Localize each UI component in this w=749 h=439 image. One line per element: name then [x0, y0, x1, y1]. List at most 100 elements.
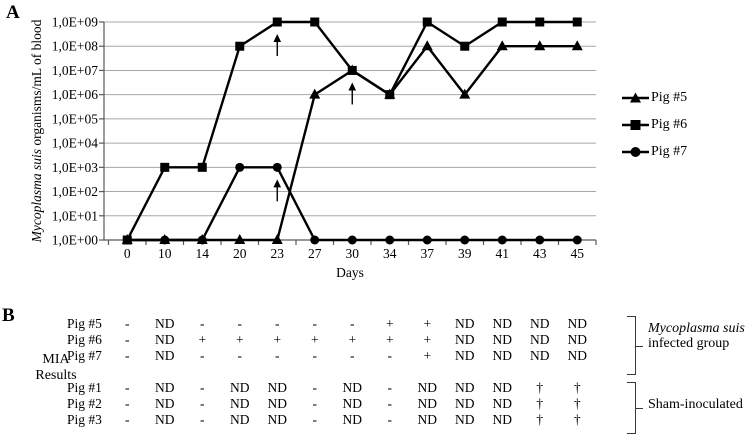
triangle-marker [234, 234, 246, 244]
square-marker [197, 162, 207, 172]
infected-group-label-line2: infected group [648, 336, 730, 351]
mia-cell: ND [455, 348, 475, 363]
infected-group-label-line1: Mycoplasma suis [648, 321, 745, 336]
legend-label: Pig #6 [651, 116, 688, 132]
pig-row-label: Pig #2 [67, 396, 102, 411]
y-tick-label: 1,0E+07 [52, 63, 98, 78]
circle-marker [385, 235, 395, 245]
mia-cell: - [237, 316, 243, 331]
panel-b-label: B [2, 305, 15, 326]
mia-cell: + [198, 332, 207, 347]
y-tick-label: 1,0E+05 [52, 111, 98, 126]
mia-table-row: Pig #3 - ND - ND ND - ND - ND ND ND † † [0, 412, 749, 428]
mia-cell: ND [155, 332, 175, 347]
mia-cell: ND [342, 412, 363, 427]
mia-cell: † [573, 396, 581, 411]
mia-cell: - [200, 380, 205, 395]
mia-cell: - [387, 380, 393, 395]
y-tick-label: 1,0E+09 [52, 15, 98, 30]
mia-cell: - [200, 348, 205, 363]
square-marker [497, 17, 507, 27]
mia-table-row: Pig #5 - ND - - - - - + + ND ND ND ND [0, 316, 749, 332]
mia-cell: ND [492, 348, 513, 363]
x-tick-label: 41 [496, 246, 510, 261]
square-marker [347, 65, 357, 75]
mia-cell: ND [530, 332, 550, 347]
mia-cell: ND [530, 348, 550, 363]
mia-cell: ND [267, 396, 288, 411]
mia-cell: - [200, 412, 205, 427]
mia-cell: - [125, 316, 130, 331]
y-tick-label: 1,0E+01 [52, 208, 98, 223]
mia-cell: ND [492, 316, 513, 331]
mia-header-line1: MIA [42, 352, 70, 367]
triangle-marker [309, 88, 321, 99]
y-tick-label: 1,0E+08 [52, 39, 98, 54]
mia-cell: ND [455, 380, 475, 395]
x-tick-label: 43 [533, 246, 547, 261]
mia-cell: † [536, 396, 544, 411]
mia-cell: ND [455, 316, 475, 331]
circle-marker [497, 235, 507, 245]
mia-cell: ND [230, 380, 250, 395]
mia-table-row: Pig #1 - ND - ND ND - ND - ND ND ND † † [0, 380, 749, 396]
series-line-pig7 [127, 166, 578, 242]
square-marker [272, 17, 282, 27]
triangle-marker [421, 40, 433, 51]
mia-cell: ND [567, 332, 588, 347]
triangle-marker [571, 40, 583, 51]
up-arrow-head-icon [273, 34, 282, 42]
legend-item-pig5: Pig #5 [622, 84, 687, 111]
mia-cell: - [125, 332, 130, 347]
mia-cell: - [312, 316, 318, 331]
x-tick-label: 34 [383, 246, 397, 261]
mia-cell: - [237, 348, 243, 363]
x-tick-label: 0 [124, 246, 131, 261]
mia-table-row: Pig #2 - ND - ND ND - ND - ND ND ND † † [0, 396, 749, 412]
x-tick-label: 10 [158, 246, 172, 261]
mia-cell: ND [230, 396, 250, 411]
mia-cell: - [350, 316, 355, 331]
mia-cell: + [310, 332, 319, 347]
mia-cell: - [125, 396, 130, 411]
y-tick-label: 1,0E+04 [52, 136, 98, 151]
circle-marker [310, 235, 320, 245]
mia-cell: ND [267, 412, 288, 427]
circle-marker [572, 235, 582, 245]
mia-cell: + [235, 332, 244, 347]
triangle-marker [271, 234, 283, 244]
mia-cell: ND [455, 412, 475, 427]
mia-cell: ND [455, 332, 475, 347]
legend-label: Pig #7 [651, 143, 688, 159]
mia-cell: ND [567, 348, 588, 363]
mia-cell: ND [492, 412, 513, 427]
square-marker [535, 17, 545, 27]
mia-cell: ND [342, 396, 363, 411]
x-tick-label: 23 [271, 246, 285, 261]
mia-cell: - [125, 380, 130, 395]
mia-cell: + [423, 332, 432, 347]
mia-cell: ND [155, 396, 175, 411]
mia-cell: † [573, 380, 581, 395]
mia-cell: - [387, 348, 393, 363]
bacteremia-line-chart: 1,0E+00 1,0E+01 1,0E+02 1,0E+03 1,0E+04 1,0E+… [29, 15, 597, 280]
x-tick-label: 30 [346, 246, 360, 261]
mia-cell: † [573, 412, 581, 427]
circle-marker-icon [622, 146, 649, 157]
x-tick-label: 37 [421, 246, 435, 261]
square-marker [235, 41, 245, 51]
up-arrow-head-icon [273, 179, 282, 188]
legend-item-pig7: Pig #7 [622, 138, 687, 165]
triangle-marker [459, 88, 471, 99]
mia-cell: - [200, 396, 205, 411]
square-marker [385, 90, 395, 100]
y-axis-title: Mycoplasma suis organisms/mL of blood [29, 19, 44, 243]
mia-cell: - [387, 412, 393, 427]
mia-cell: ND [155, 412, 175, 427]
series-line-pig6 [126, 20, 578, 241]
infected-group-brace [627, 316, 643, 375]
chart-legend: Pig #5 Pig #6 Pig #7 [622, 84, 687, 165]
pig-row-label: Pig #3 [67, 412, 102, 427]
circle-marker [535, 235, 545, 245]
